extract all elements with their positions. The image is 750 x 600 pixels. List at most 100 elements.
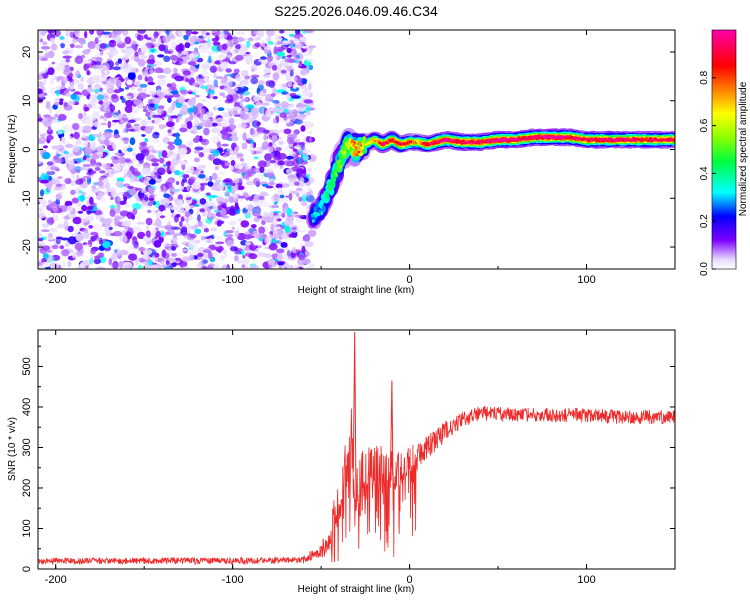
spectrogram-ridge-cell <box>322 196 326 200</box>
spectrogram-noise-cell <box>241 118 249 124</box>
spectrogram-noise-cell <box>158 204 166 212</box>
spectrogram-noise-cell <box>188 239 195 243</box>
spectrogram-noise-cell <box>90 158 97 167</box>
spectrogram-noise-cell <box>132 171 142 176</box>
spectrogram-noise-cell <box>109 187 118 191</box>
spectrogram-noise-cell <box>39 133 46 137</box>
spectrogram-noise-cell <box>287 234 297 238</box>
spectrogram-noise-cell <box>203 127 210 136</box>
spectrogram-noise-cell <box>213 79 218 87</box>
spectrogram-noise-cell <box>192 92 197 96</box>
spectrogram-noise-cell <box>198 122 205 127</box>
spectrogram-noise-cell <box>303 90 311 97</box>
spectrogram-noise-cell <box>149 90 156 94</box>
spectrogram-noise-cell <box>252 230 258 236</box>
spectrogram-noise-cell <box>61 249 70 257</box>
spectrogram-noise-cell <box>229 246 239 252</box>
spectrogram-noise-cell <box>254 216 260 223</box>
spectrogram-noise-cell <box>299 177 305 184</box>
spectrogram-noise-cell <box>234 163 242 169</box>
spectrogram-noise-cell <box>157 74 166 79</box>
spectrogram-noise-cell <box>122 163 126 167</box>
spectrogram-noise-cell <box>206 41 214 48</box>
spectrogram-noise-cell <box>100 122 107 126</box>
spectrogram-noise-cell <box>59 245 65 250</box>
spectrogram-noise-cell <box>171 188 180 192</box>
spectrogram-noise-cell <box>184 42 191 49</box>
spectrogram-noise-cell <box>272 204 278 209</box>
spectrogram-noise-cell <box>303 233 311 242</box>
spectrogram-noise-cell <box>74 229 80 233</box>
spectrogram-noise-cell <box>179 127 188 133</box>
spectrogram-noise-cell <box>292 148 298 152</box>
spectrogram-noise-cell <box>38 81 44 88</box>
x-tick-label: -200 <box>45 274 67 286</box>
spectrogram-noise-cell <box>84 107 90 112</box>
spectrogram-noise-cell <box>261 220 266 226</box>
spectrogram-noise-cell <box>234 250 242 255</box>
spectrogram-noise-cell <box>255 147 262 155</box>
spectrogram-noise-cell <box>286 47 292 54</box>
spectrogram-noise-cell <box>122 235 128 243</box>
spectrogram-noise-cell <box>270 223 275 232</box>
spectrogram-noise-cell <box>298 196 303 202</box>
spectrogram-noise-cell <box>122 69 131 74</box>
spectrogram-noise-cell <box>239 94 244 100</box>
spectrogram-noise-cell <box>154 103 159 110</box>
spectrogram-noise-cell <box>70 189 76 195</box>
spectrogram-ridge-cell <box>358 141 362 144</box>
spectrogram-noise-cell <box>50 76 54 85</box>
spectrogram-noise-cell <box>146 37 152 41</box>
spectrogram-noise-cell <box>93 235 99 239</box>
spectrogram-noise-cell <box>186 226 191 235</box>
spectrogram-noise-cell <box>228 117 235 125</box>
spectrogram-noise-cell <box>178 43 184 51</box>
spectrogram-noise-cell <box>44 49 49 53</box>
spectrogram-noise-cell <box>308 64 314 71</box>
spectrogram-noise-cell <box>234 54 244 61</box>
spectrogram-noise-cell <box>279 30 285 34</box>
spectrogram-noise-cell <box>206 192 211 196</box>
spectrogram-noise-cell <box>43 145 48 149</box>
spectrogram-noise-cell <box>212 41 221 46</box>
spectrogram-noise-cell <box>62 50 70 55</box>
spectrogram-noise-cell <box>243 265 250 269</box>
spectrogram-noise-cell <box>82 155 87 161</box>
spectrogram-noise-cell <box>249 264 260 269</box>
spectrogram-noise-cell <box>93 121 102 128</box>
spectrogram-noise-cell <box>230 160 236 167</box>
spectrogram-noise-cell <box>52 205 59 213</box>
spectrogram-noise-cell <box>161 150 168 158</box>
spectrogram-noise-cell <box>297 258 306 266</box>
spectrogram-noise-cell <box>248 253 258 260</box>
spectrogram-noise-cell <box>108 257 113 266</box>
spectrogram-noise-cell <box>286 123 294 127</box>
spectrogram-noise-cell <box>213 251 218 257</box>
spectrogram-noise-cell <box>179 89 189 95</box>
spectrogram-noise-cell <box>46 170 56 176</box>
spectrogram-noise-cell <box>113 134 121 139</box>
spectrogram-noise-cell <box>109 170 119 174</box>
spectrogram-noise-cell <box>268 265 273 269</box>
spectrogram-noise-cell <box>209 93 213 101</box>
spectrogram-noise-cell <box>169 54 179 61</box>
spectrogram-noise-cell <box>39 179 49 184</box>
spectrogram-noise-cell <box>221 143 229 147</box>
spectrogram-noise-cell <box>294 59 299 64</box>
spectrogram-noise-cell <box>103 96 112 103</box>
spectrogram-noise-cell <box>297 113 306 121</box>
spectrogram-noise-cell <box>193 157 200 163</box>
spectrogram-noise-cell <box>63 215 70 220</box>
spectrogram-noise-cell <box>55 193 63 200</box>
spectrogram-noise-cell <box>66 159 75 165</box>
spectrogram-noise-cell <box>193 126 198 133</box>
spectrogram-noise-cell <box>99 43 108 49</box>
spectrogram-noise-cell <box>195 262 202 268</box>
spectrogram-noise-cell <box>156 225 166 229</box>
spectrogram-noise-cell <box>250 77 259 85</box>
spectrogram-noise-cell <box>69 43 75 49</box>
spectrogram-noise-cell <box>201 266 208 269</box>
spectrogram-ridge-cell <box>343 150 347 155</box>
spectrogram-noise-cell <box>182 248 188 252</box>
spectrogram-noise-cell <box>282 183 290 188</box>
